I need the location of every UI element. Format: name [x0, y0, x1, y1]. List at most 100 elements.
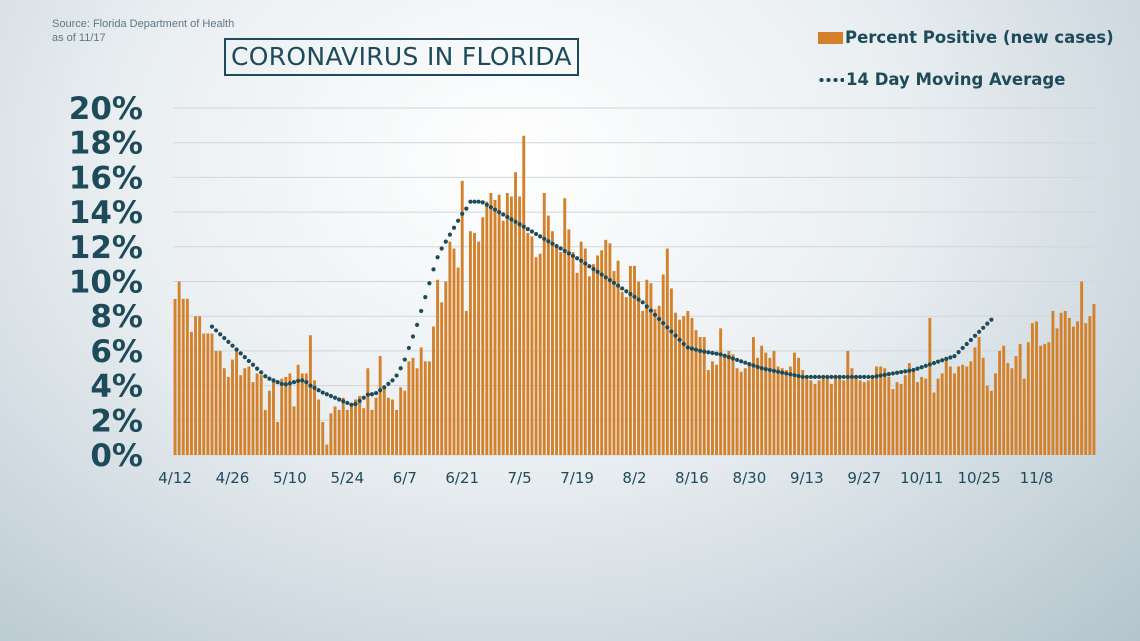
- bar: [370, 409, 374, 455]
- bar: [386, 397, 390, 455]
- avg-point: [792, 373, 797, 378]
- avg-point: [808, 374, 814, 380]
- bar: [354, 399, 357, 455]
- avg-point: [460, 211, 465, 216]
- avg-point: [648, 308, 654, 313]
- bar: [468, 231, 472, 455]
- avg-point: [624, 289, 629, 294]
- bar: [218, 350, 222, 455]
- avg-point: [410, 334, 416, 339]
- x-axis: 4/12 4/26 5/10 5/24 6/7 6/21 7/5 7/19 8/2 8/16 8/3…: [158, 469, 1053, 487]
- bar: [382, 385, 386, 455]
- avg-point: [525, 227, 530, 232]
- avg-point: [890, 371, 896, 376]
- bar: [994, 373, 997, 455]
- bar: [395, 409, 399, 455]
- avg-point: [726, 355, 731, 360]
- bar: [969, 361, 973, 455]
- bar: [739, 371, 743, 455]
- y-tick-label: 18%: [69, 126, 143, 162]
- bar: [341, 397, 345, 455]
- avg-point: [976, 329, 982, 334]
- bar: [809, 380, 813, 455]
- avg-point: [316, 388, 321, 393]
- bar: [784, 369, 788, 455]
- bar: [981, 357, 985, 455]
- bar: [546, 215, 550, 455]
- avg-point: [468, 199, 473, 204]
- bar: [698, 337, 702, 455]
- avg-point: [492, 207, 498, 212]
- bar: [752, 337, 755, 455]
- avg-point: [677, 337, 682, 342]
- bar: [846, 350, 850, 455]
- avg-point: [800, 374, 805, 380]
- avg-point: [226, 339, 231, 344]
- avg-point: [747, 361, 752, 367]
- bar: [214, 350, 218, 455]
- avg-point: [566, 251, 571, 256]
- bar: [239, 375, 243, 455]
- bar: [891, 389, 895, 455]
- bar: [358, 396, 362, 455]
- avg-point: [287, 381, 293, 386]
- avg-point: [788, 372, 793, 377]
- avg-point: [312, 385, 317, 390]
- avg-point: [866, 374, 871, 380]
- bar: [202, 333, 206, 455]
- bar: [190, 331, 193, 455]
- bar: [940, 373, 944, 455]
- bar: [624, 297, 628, 455]
- avg-point: [615, 283, 621, 288]
- bar: [850, 368, 854, 455]
- bar: [374, 397, 378, 455]
- bar: [407, 361, 411, 455]
- avg-point: [927, 362, 932, 367]
- avg-point: [328, 393, 334, 399]
- avg-point: [324, 392, 329, 397]
- bar: [628, 265, 632, 455]
- avg-point: [734, 357, 740, 363]
- bar: [526, 232, 530, 455]
- bar: [555, 246, 559, 455]
- y-tick-label: 4%: [90, 369, 143, 405]
- source-note: Source: Florida Department of Health as …: [52, 17, 234, 45]
- avg-point: [300, 378, 305, 383]
- bar: [620, 291, 624, 455]
- bar: [559, 252, 563, 455]
- avg-point: [841, 374, 846, 380]
- bar: [1055, 328, 1059, 455]
- avg-point: [484, 202, 489, 207]
- avg-point: [849, 374, 855, 380]
- bar: [587, 276, 591, 455]
- bar: [505, 193, 509, 455]
- bar: [989, 390, 993, 455]
- bar: [272, 380, 275, 455]
- bar: [366, 368, 370, 455]
- avg-point: [903, 369, 908, 374]
- avg-point: [271, 378, 276, 383]
- bar: [391, 399, 394, 455]
- avg-point: [989, 317, 994, 322]
- avg-point: [657, 316, 662, 322]
- y-tick-label: 12%: [69, 230, 143, 266]
- bar: [263, 409, 267, 455]
- bar: [895, 382, 899, 455]
- avg-point: [931, 360, 937, 366]
- bars: [173, 135, 1096, 456]
- avg-point: [853, 374, 859, 380]
- bar: [645, 279, 649, 455]
- bar: [1088, 316, 1092, 455]
- bar: [522, 135, 526, 455]
- avg-point: [443, 239, 448, 244]
- x-tick-label: 8/30: [733, 469, 767, 487]
- bar: [870, 378, 874, 455]
- avg-point: [279, 381, 284, 386]
- bar: [436, 279, 440, 455]
- x-tick-label: 8/16: [675, 469, 709, 487]
- bar: [300, 373, 304, 455]
- bar: [1022, 378, 1026, 455]
- bar: [1035, 321, 1038, 455]
- bar: [665, 248, 669, 455]
